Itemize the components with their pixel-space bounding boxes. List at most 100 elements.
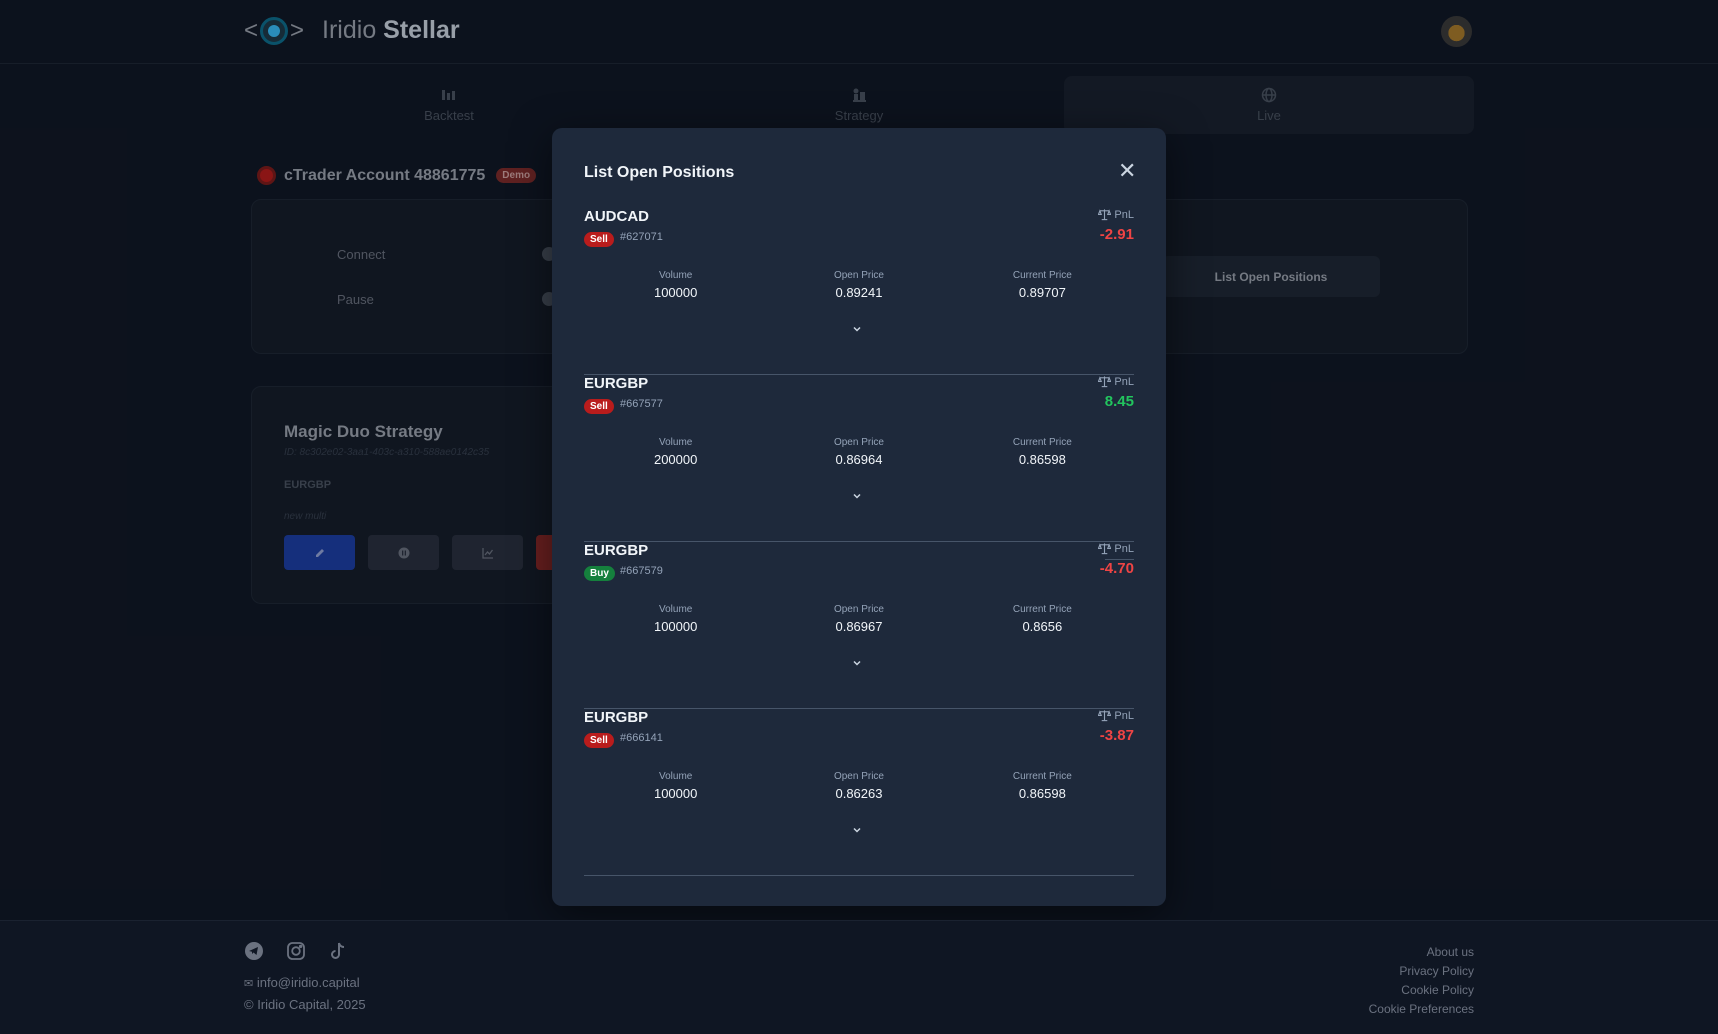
tab-live[interactable]: Live [1064, 76, 1474, 134]
position-item: AUDCAD Sell #627071 PnL -2.91 Volume 1000… [584, 208, 1134, 375]
list-open-positions-modal: List Open Positions ✕ AUDCAD Sell #62707… [552, 128, 1166, 906]
footer-link-about[interactable]: About us [1426, 945, 1474, 959]
current-price-label: Current Price [1012, 771, 1072, 782]
volume-metric: Volume 100000 [584, 771, 767, 801]
logo[interactable]: < > Iridio Stellar [244, 16, 460, 45]
strategy-description: new multi [284, 511, 327, 522]
open-price-metric: Open Price 0.86967 [767, 604, 950, 634]
current-price-value: 0.86598 [1018, 786, 1066, 801]
logo-mark: < > [244, 16, 305, 45]
logo-text-bold: Stellar [383, 16, 460, 44]
tab-strategy[interactable]: Strategy [654, 76, 1064, 134]
position-id: #666141 [620, 732, 663, 744]
account-title: cTrader Account 48861775 [284, 166, 486, 184]
pnl-value: -3.87 [1099, 727, 1134, 744]
instagram-icon[interactable] [286, 941, 306, 961]
tab-strategy-label: Strategy [834, 108, 884, 123]
strategy-id: ID: 8c302e02-3aa1-403c-a310-588ae0142c35 [284, 447, 490, 458]
avatar[interactable] [1441, 16, 1472, 47]
chevron-down-icon[interactable] [852, 324, 862, 334]
close-icon[interactable]: ✕ [1118, 158, 1137, 183]
social-links [244, 941, 348, 961]
position-metrics: Volume 100000 Open Price 0.89241 Current P… [584, 270, 1134, 300]
tab-backtest[interactable]: Backtest [244, 76, 654, 134]
open-price-value: 0.86263 [835, 786, 883, 801]
connect-label: Connect [337, 247, 386, 262]
open-price-label: Open Price [833, 270, 884, 281]
current-price-label: Current Price [1012, 604, 1072, 615]
current-price-label: Current Price [1012, 437, 1072, 448]
position-side-badge: Sell [584, 232, 614, 247]
volume-metric: Volume 100000 [584, 270, 767, 300]
volume-label: Volume [658, 270, 693, 281]
current-price-value: 0.8656 [1022, 619, 1063, 634]
pnl-label: PnL [1098, 709, 1134, 722]
position-metrics: Volume 200000 Open Price 0.86964 Current P… [584, 437, 1134, 467]
volume-value: 100000 [653, 786, 698, 801]
pnl-value: 8.45 [1104, 393, 1134, 560]
footer-link-cookie-preferences[interactable]: Cookie Preferences [1368, 1002, 1474, 1016]
analytics-button[interactable] [452, 535, 523, 570]
scale-icon [1098, 543, 1112, 555]
open-price-value: 0.89241 [835, 285, 883, 300]
pause-icon [398, 547, 409, 558]
current-price-value: 0.86598 [1018, 452, 1066, 467]
logo-text-light: Iridio [322, 16, 377, 44]
footer-email-text: info@iridio.capital [256, 975, 360, 990]
line-chart-icon [481, 547, 493, 559]
position-side-badge: Sell [584, 399, 614, 414]
volume-label: Volume [658, 437, 693, 448]
position-symbol: EURGBP [584, 375, 649, 392]
pnl-label: PnL [1098, 375, 1134, 388]
account-header: cTrader Account 48861775 Demo [257, 166, 537, 185]
position-symbol: AUDCAD [584, 208, 649, 225]
demo-badge: Demo [496, 168, 537, 183]
pause-strategy-button[interactable] [368, 535, 439, 570]
open-price-label: Open Price [833, 771, 884, 782]
position-id: #627071 [620, 231, 663, 243]
volume-metric: Volume 100000 [584, 604, 767, 634]
footer-link-cookie-policy[interactable]: Cookie Policy [1401, 983, 1474, 997]
pencil-icon [315, 548, 324, 557]
pnl-value: -2.91 [1099, 226, 1134, 243]
chevron-down-icon[interactable] [852, 825, 862, 835]
chart-icon [442, 90, 455, 100]
pnl-label: PnL [1098, 542, 1134, 555]
volume-metric: Volume 200000 [584, 437, 767, 467]
pnl-label-text: PnL [1114, 208, 1134, 221]
position-symbol: EURGBP [584, 709, 649, 726]
positions-list: AUDCAD Sell #627071 PnL -2.91 Volume 1000… [584, 208, 1134, 876]
pnl-label-text: PnL [1114, 375, 1134, 388]
modal-title: List Open Positions [584, 164, 735, 181]
open-price-value: 0.86964 [835, 452, 883, 467]
scale-icon [1098, 209, 1112, 221]
position-id: #667579 [620, 565, 663, 577]
current-price-value: 0.89707 [1018, 285, 1066, 300]
eye-icon [260, 16, 289, 45]
position-side-badge: Sell [584, 733, 614, 748]
position-metrics: Volume 100000 Open Price 0.86263 Current P… [584, 771, 1134, 801]
chevron-down-icon[interactable] [852, 491, 862, 501]
tab-backtest-label: Backtest [424, 108, 474, 123]
tiktok-icon[interactable] [328, 941, 348, 961]
footer-link-privacy[interactable]: Privacy Policy [1399, 964, 1474, 978]
footer: ✉ info@iridio.capital © Iridio Capital, … [0, 920, 1718, 1034]
current-price-metric: Current Price 0.86598 [951, 771, 1134, 801]
footer-copyright: © Iridio Capital, 2025 [244, 997, 366, 1012]
open-price-value: 0.86967 [835, 619, 883, 634]
footer-email[interactable]: ✉ info@iridio.capital [244, 975, 360, 990]
chevron-down-icon[interactable] [852, 658, 862, 668]
position-symbol: EURGBP [584, 542, 649, 559]
scale-icon [1098, 710, 1112, 722]
open-price-metric: Open Price 0.86964 [767, 437, 950, 467]
edit-button[interactable] [284, 535, 355, 570]
list-open-positions-button[interactable]: List Open Positions [1162, 256, 1380, 297]
open-price-metric: Open Price 0.86263 [767, 771, 950, 801]
current-price-metric: Current Price 0.8656 [951, 604, 1134, 634]
logo-text: Iridio Stellar [322, 16, 460, 45]
scale-icon [1098, 376, 1112, 388]
open-price-label: Open Price [833, 604, 884, 615]
volume-value: 200000 [653, 452, 698, 467]
telegram-icon[interactable] [244, 941, 264, 961]
current-price-metric: Current Price 0.86598 [951, 437, 1134, 467]
